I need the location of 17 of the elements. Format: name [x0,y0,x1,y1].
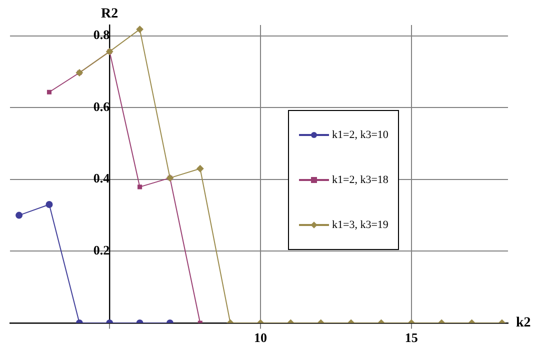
y-axis-title: R2 [101,6,118,22]
y-tick-label: 0.6 [93,98,110,114]
x-tick-label: 10 [254,330,268,346]
legend-label: k1=2, k3=18 [332,174,388,186]
x-tick-label: 15 [404,330,418,346]
y-tick-label: 0.4 [93,170,110,186]
legend-label: k1=2, k3=10 [332,129,388,141]
point [46,201,53,208]
y-tick-label: 0.8 [93,27,110,42]
x-axis-title: k2 [516,316,531,331]
point [16,212,23,219]
point [136,26,144,33]
legend-label: k1=3, k3=19 [332,219,388,231]
y-tick-label: 0.2 [93,242,110,258]
point [46,90,52,94]
point [196,165,204,172]
point [138,184,142,190]
